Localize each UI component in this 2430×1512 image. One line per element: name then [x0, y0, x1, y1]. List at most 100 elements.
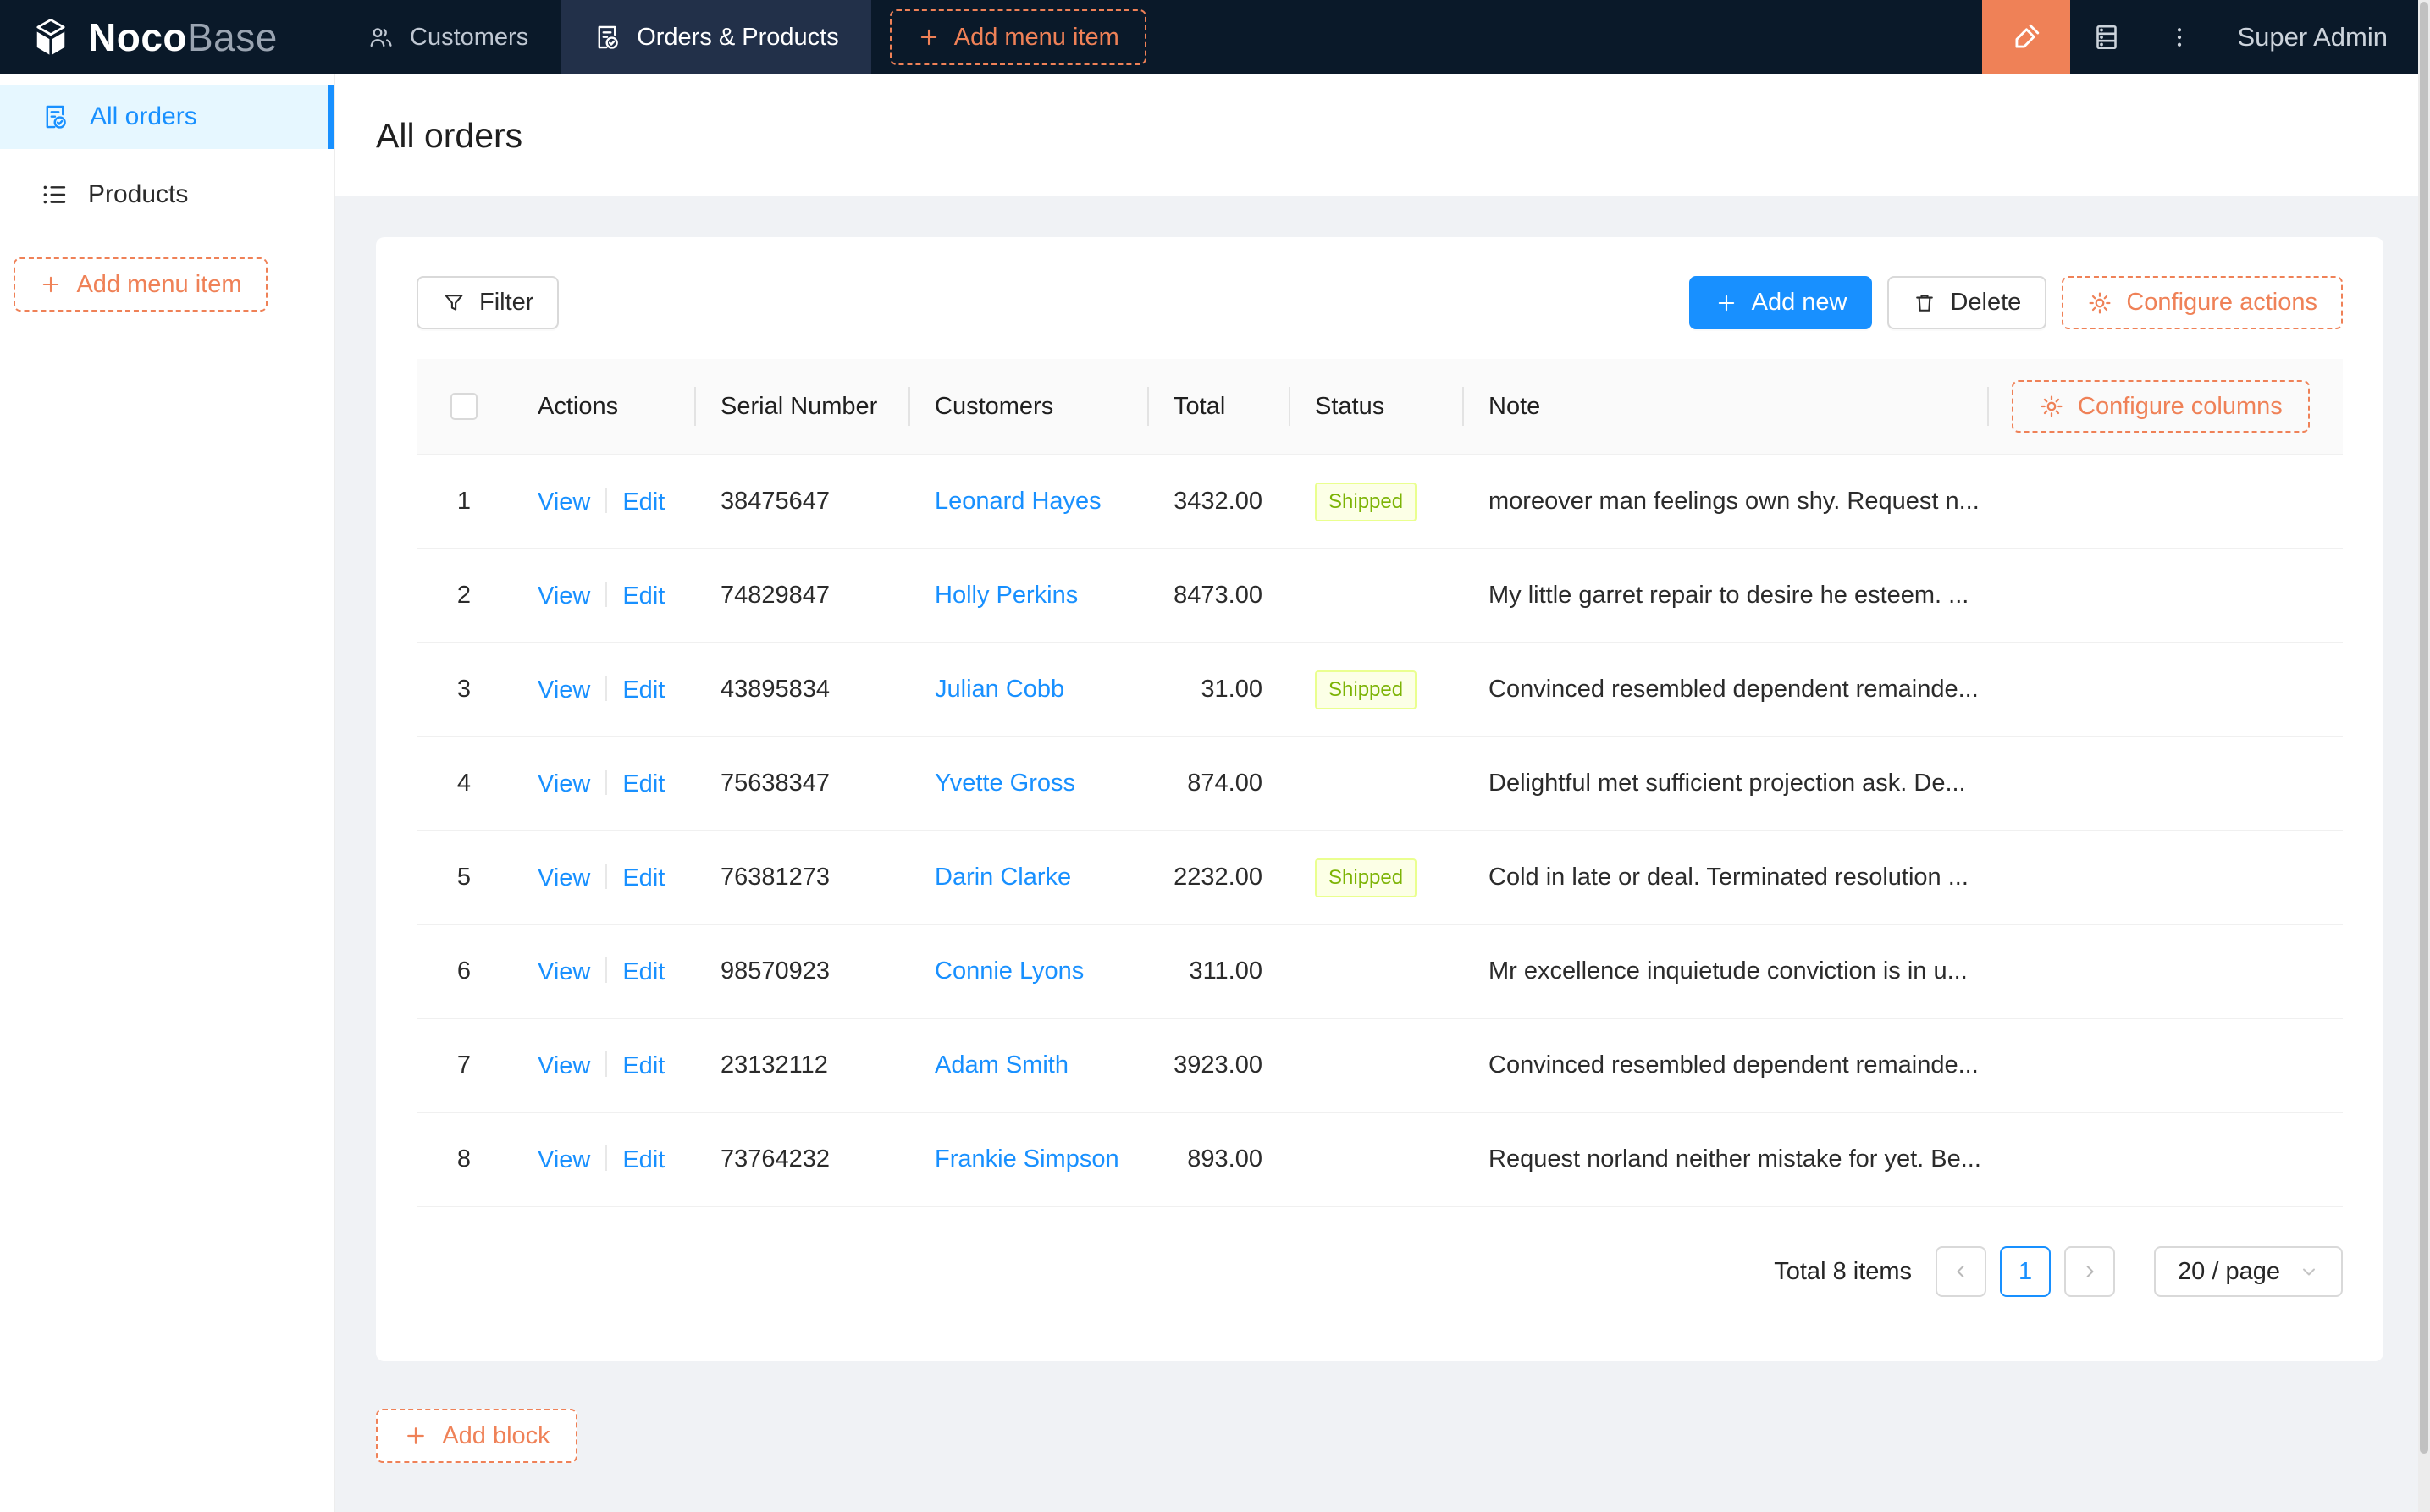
trash-icon [1913, 291, 1936, 315]
table-row: 2 View Edit 74829847 Holly Perkins 8473.0… [417, 549, 2343, 643]
column-header-actions: Actions [538, 392, 619, 420]
edit-link[interactable]: Edit [622, 770, 665, 797]
edit-link[interactable]: Edit [622, 957, 665, 985]
note-cell: Cold in late or deal. Terminated resolut… [1488, 864, 1969, 891]
database-icon [2091, 22, 2122, 52]
tab-orders-products[interactable]: Orders & Products [561, 0, 871, 74]
row-index: 7 [456, 1051, 472, 1079]
column-header-serial-number: Serial Number [694, 359, 908, 454]
row-index: 8 [456, 1145, 472, 1173]
database-button[interactable] [2070, 0, 2143, 74]
toolbar-right-actions: Add new Delete [1688, 276, 2343, 329]
pagination-page-1[interactable]: 1 [2000, 1246, 2052, 1297]
table-body: 1 View Edit 38475647 Leonard Hayes 3432.0… [417, 455, 2343, 1207]
view-link[interactable]: View [538, 770, 591, 797]
edit-link[interactable]: Edit [622, 676, 665, 704]
customer-link[interactable]: Darin Clarke [935, 864, 1072, 891]
scrollbar-thumb[interactable] [2420, 2, 2428, 1454]
navbar-add-menu-item-button[interactable]: Add menu item [889, 9, 1146, 65]
total-cell: 893.00 [1187, 1145, 1262, 1173]
table-header-row: Actions Serial Number Customers Total St… [417, 359, 2343, 455]
table-block-card: Filter Add new [376, 237, 2383, 1361]
table-row: 7 View Edit 23132112 Adam Smith 3923.00 C… [417, 1019, 2343, 1113]
customer-cell: Frankie Simpson [908, 1145, 1147, 1173]
total-cell: 3923.00 [1174, 1051, 1262, 1079]
chevron-down-icon [2299, 1261, 2319, 1282]
plus-icon [39, 273, 63, 296]
edit-link[interactable]: Edit [622, 1145, 665, 1173]
customer-link[interactable]: Julian Cobb [935, 676, 1065, 703]
view-link[interactable]: View [538, 957, 591, 985]
serial-number-cell: 43895834 [721, 676, 831, 703]
note-cell: Delightful met sufficient projection ask… [1488, 770, 1966, 797]
nocobase-logo[interactable]: NocoBase [0, 0, 335, 74]
plus-icon [917, 25, 941, 49]
users-icon [367, 24, 395, 51]
view-link[interactable]: View [538, 1051, 591, 1079]
row-index: 6 [456, 957, 472, 985]
filter-button[interactable]: Filter [417, 276, 560, 329]
note-cell: Mr excellence inquietude conviction is i… [1488, 957, 1968, 985]
table-row: 4 View Edit 75638347 Yvette Gross 874.00 … [417, 737, 2343, 831]
add-new-button[interactable]: Add new [1688, 276, 1873, 329]
plus-icon [403, 1423, 428, 1449]
scrollbar[interactable] [2418, 0, 2430, 1512]
sidebar-add-menu-item-button[interactable]: Add menu item [14, 257, 268, 312]
column-header-customers: Customers [908, 359, 1147, 454]
row-actions: View Edit [511, 675, 694, 704]
sidebar-item-all-orders[interactable]: All orders [0, 85, 334, 149]
main-area: All orders Filter [335, 74, 2418, 1512]
customer-link[interactable]: Frankie Simpson [935, 1145, 1119, 1173]
serial-number-cell: 73764232 [721, 1145, 831, 1173]
view-link[interactable]: View [538, 676, 591, 704]
pagination-prev-button[interactable] [1936, 1246, 1987, 1297]
action-divider [605, 487, 608, 513]
serial-number-cell: 38475647 [721, 488, 831, 515]
select-all-checkbox[interactable] [450, 393, 478, 420]
sidebar-item-label: All orders [90, 102, 197, 130]
status-cell: Shipped [1289, 858, 1462, 897]
status-badge: Shipped [1315, 858, 1417, 897]
note-cell: Convinced resembled dependent remainde..… [1488, 676, 1979, 703]
view-link[interactable]: View [538, 582, 591, 610]
note-cell: My little garret repair to desire he est… [1488, 582, 1969, 609]
page-size-select[interactable]: 20 / page [2154, 1246, 2343, 1297]
add-block-button[interactable]: Add block [376, 1409, 577, 1463]
logo-text: NocoBase [88, 15, 278, 59]
customer-link[interactable]: Holly Perkins [935, 582, 1079, 609]
table-header-checkbox-cell [417, 359, 511, 454]
ui-editor-button[interactable] [1981, 0, 2070, 74]
edit-link[interactable]: Edit [622, 488, 665, 516]
view-link[interactable]: View [538, 1145, 591, 1173]
gear-icon [2039, 394, 2064, 419]
edit-link[interactable]: Edit [622, 582, 665, 610]
sidebar-item-products[interactable]: Products [0, 163, 334, 227]
page-content: Filter Add new [335, 196, 2418, 1463]
table-row: 6 View Edit 98570923 Connie Lyons 311.00 … [417, 925, 2343, 1019]
delete-button[interactable]: Delete [1887, 276, 2047, 329]
view-link[interactable]: View [538, 864, 591, 891]
chevron-left-icon [1951, 1261, 1971, 1282]
configure-columns-button[interactable]: Configure columns [2012, 380, 2310, 433]
edit-link[interactable]: Edit [622, 864, 665, 891]
more-actions-button[interactable] [2143, 0, 2216, 74]
view-link[interactable]: View [538, 488, 591, 516]
sidebar-item-label: Products [88, 180, 189, 208]
customer-cell: Leonard Hayes [908, 488, 1147, 516]
customer-link[interactable]: Connie Lyons [935, 957, 1085, 985]
total-cell: 2232.00 [1174, 864, 1262, 891]
customer-link[interactable]: Leonard Hayes [935, 488, 1102, 515]
edit-link[interactable]: Edit [622, 1051, 665, 1079]
table-row: 8 View Edit 73764232 Frankie Simpson 893.… [417, 1113, 2343, 1207]
configure-actions-button[interactable]: Configure actions [2062, 276, 2343, 329]
user-menu[interactable]: Super Admin [2237, 22, 2389, 52]
customer-link[interactable]: Adam Smith [935, 1051, 1069, 1079]
action-divider [605, 863, 608, 889]
highlighter-icon [2010, 21, 2042, 53]
tab-customers[interactable]: Customers [335, 0, 561, 74]
customer-link[interactable]: Yvette Gross [935, 770, 1076, 797]
pagination-next-button[interactable] [2064, 1246, 2116, 1297]
table-row: 3 View Edit 43895834 Julian Cobb 31.00 Sh… [417, 643, 2343, 737]
total-cell: 311.00 [1189, 957, 1262, 985]
app-shell: All orders Products Add menu item All or… [0, 74, 2418, 1512]
